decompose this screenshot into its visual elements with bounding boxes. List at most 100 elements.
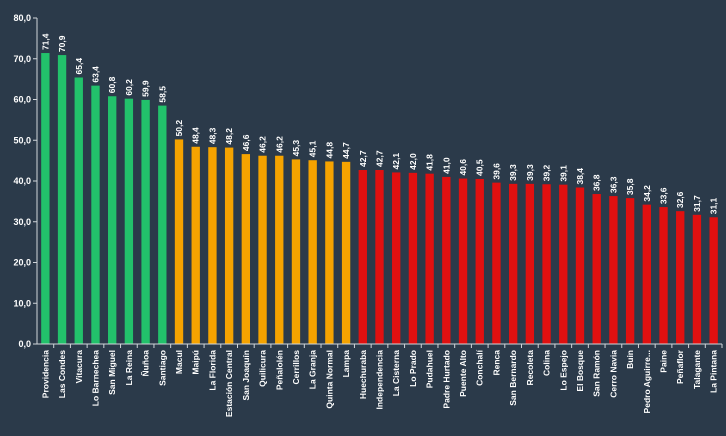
bar bbox=[642, 204, 651, 344]
data-label: 42,0 bbox=[408, 153, 418, 170]
data-labels: 71,4 70,9 65,4 63,4 60,8 60,2 59,9 58,5 50,2 48,4… bbox=[40, 33, 718, 214]
x-axis-ticks: Providencia Las Condes Vitacura Lo Barneche… bbox=[40, 344, 723, 417]
x-tick-label: Buin bbox=[625, 350, 635, 369]
data-label: 58,5 bbox=[157, 86, 167, 103]
data-label: 45,1 bbox=[308, 140, 318, 157]
bar bbox=[559, 184, 568, 344]
data-label: 31,1 bbox=[709, 197, 719, 214]
bar bbox=[492, 182, 501, 344]
bar bbox=[475, 178, 484, 344]
data-label: 38,4 bbox=[575, 168, 585, 185]
x-tick-label: La Pintana bbox=[709, 350, 719, 393]
bar bbox=[191, 146, 200, 344]
y-tick-label: 40,0 bbox=[13, 176, 31, 186]
data-label: 42,1 bbox=[391, 153, 401, 170]
x-tick-label: Puente Alto bbox=[458, 350, 468, 397]
data-label: 60,2 bbox=[124, 79, 134, 96]
x-tick-label: Recoleta bbox=[525, 350, 535, 386]
data-label: 31,7 bbox=[692, 195, 702, 212]
bar bbox=[91, 85, 100, 344]
bar bbox=[676, 211, 685, 344]
data-label: 39,2 bbox=[542, 164, 552, 181]
data-label: 32,6 bbox=[675, 191, 685, 208]
data-label: 63,4 bbox=[90, 66, 100, 83]
bar bbox=[709, 217, 718, 344]
bar bbox=[692, 214, 702, 344]
x-tick-label: San Ramón bbox=[592, 350, 602, 397]
x-tick-label: Cerrillos bbox=[291, 350, 301, 385]
x-tick-label: Quinta Normal bbox=[324, 350, 334, 409]
data-label: 44,8 bbox=[324, 142, 334, 159]
bar bbox=[392, 172, 401, 344]
x-tick-label: La Cisterna bbox=[391, 350, 401, 397]
data-label: 46,2 bbox=[274, 136, 284, 153]
bar bbox=[158, 105, 167, 344]
bar bbox=[275, 155, 284, 344]
data-label: 46,2 bbox=[258, 136, 268, 153]
bar bbox=[124, 98, 134, 345]
data-label: 60,8 bbox=[107, 76, 117, 93]
bar bbox=[542, 184, 551, 344]
data-label: 48,4 bbox=[191, 127, 201, 144]
bar bbox=[525, 183, 535, 344]
data-label: 65,4 bbox=[74, 58, 84, 75]
x-tick-label: Quilicura bbox=[258, 350, 268, 387]
data-label: 71,4 bbox=[40, 33, 50, 50]
bar bbox=[291, 159, 301, 344]
data-label: 39,6 bbox=[491, 163, 501, 180]
data-label: 35,8 bbox=[625, 178, 635, 195]
y-tick-label: 20,0 bbox=[13, 258, 31, 268]
bar bbox=[442, 176, 451, 344]
data-label: 36,8 bbox=[592, 174, 602, 191]
bar bbox=[258, 155, 267, 344]
x-tick-label: El Bosque bbox=[575, 350, 585, 392]
x-tick-label: Pudahuel bbox=[425, 350, 435, 388]
data-label: 33,6 bbox=[659, 187, 669, 204]
x-tick-label: Renca bbox=[491, 350, 501, 376]
data-label: 39,1 bbox=[558, 165, 568, 182]
bar bbox=[74, 77, 83, 345]
bar bbox=[308, 160, 317, 344]
x-tick-label: Conchalí bbox=[475, 349, 485, 386]
bar bbox=[208, 147, 217, 344]
data-label: 59,9 bbox=[141, 80, 151, 97]
x-tick-label: Macul bbox=[174, 350, 184, 374]
x-tick-label: Lo Espejo bbox=[558, 350, 568, 391]
bar bbox=[241, 154, 251, 344]
data-label: 42,7 bbox=[375, 150, 385, 167]
bar bbox=[375, 170, 384, 344]
x-tick-label: Peñalolén bbox=[274, 350, 284, 390]
x-tick-label: La Florida bbox=[207, 350, 217, 391]
data-label: 42,7 bbox=[358, 150, 368, 167]
bar bbox=[592, 194, 601, 344]
x-tick-label: Pedro Aguirre... bbox=[642, 350, 652, 413]
y-tick-label: 70,0 bbox=[13, 54, 31, 64]
x-tick-label: Las Condes bbox=[57, 350, 67, 398]
bar bbox=[341, 161, 351, 344]
bar bbox=[108, 96, 117, 345]
y-tick-label: 80,0 bbox=[13, 13, 31, 23]
data-label: 44,7 bbox=[341, 142, 351, 159]
x-tick-label: Padre Hurtado bbox=[441, 350, 451, 409]
bar bbox=[408, 172, 418, 344]
x-tick-label: Talagante bbox=[692, 350, 702, 389]
bar bbox=[224, 147, 234, 344]
bar bbox=[358, 170, 367, 344]
data-label: 40,6 bbox=[458, 159, 468, 176]
bar bbox=[575, 187, 585, 344]
data-label: 34,2 bbox=[642, 185, 652, 202]
x-tick-label: Lo Barnechea bbox=[90, 350, 100, 406]
x-tick-label: San Bernardo bbox=[508, 350, 518, 406]
x-tick-label: Peñaflor bbox=[675, 349, 685, 384]
y-tick-label: 10,0 bbox=[13, 298, 31, 308]
data-label: 40,5 bbox=[475, 159, 485, 176]
bar bbox=[609, 196, 618, 344]
data-label: 48,2 bbox=[224, 128, 234, 145]
bar bbox=[659, 207, 668, 344]
data-label: 46,6 bbox=[241, 134, 251, 151]
bar bbox=[425, 173, 434, 344]
data-label: 41,0 bbox=[441, 157, 451, 174]
x-tick-label: San Joaquín bbox=[241, 350, 251, 401]
